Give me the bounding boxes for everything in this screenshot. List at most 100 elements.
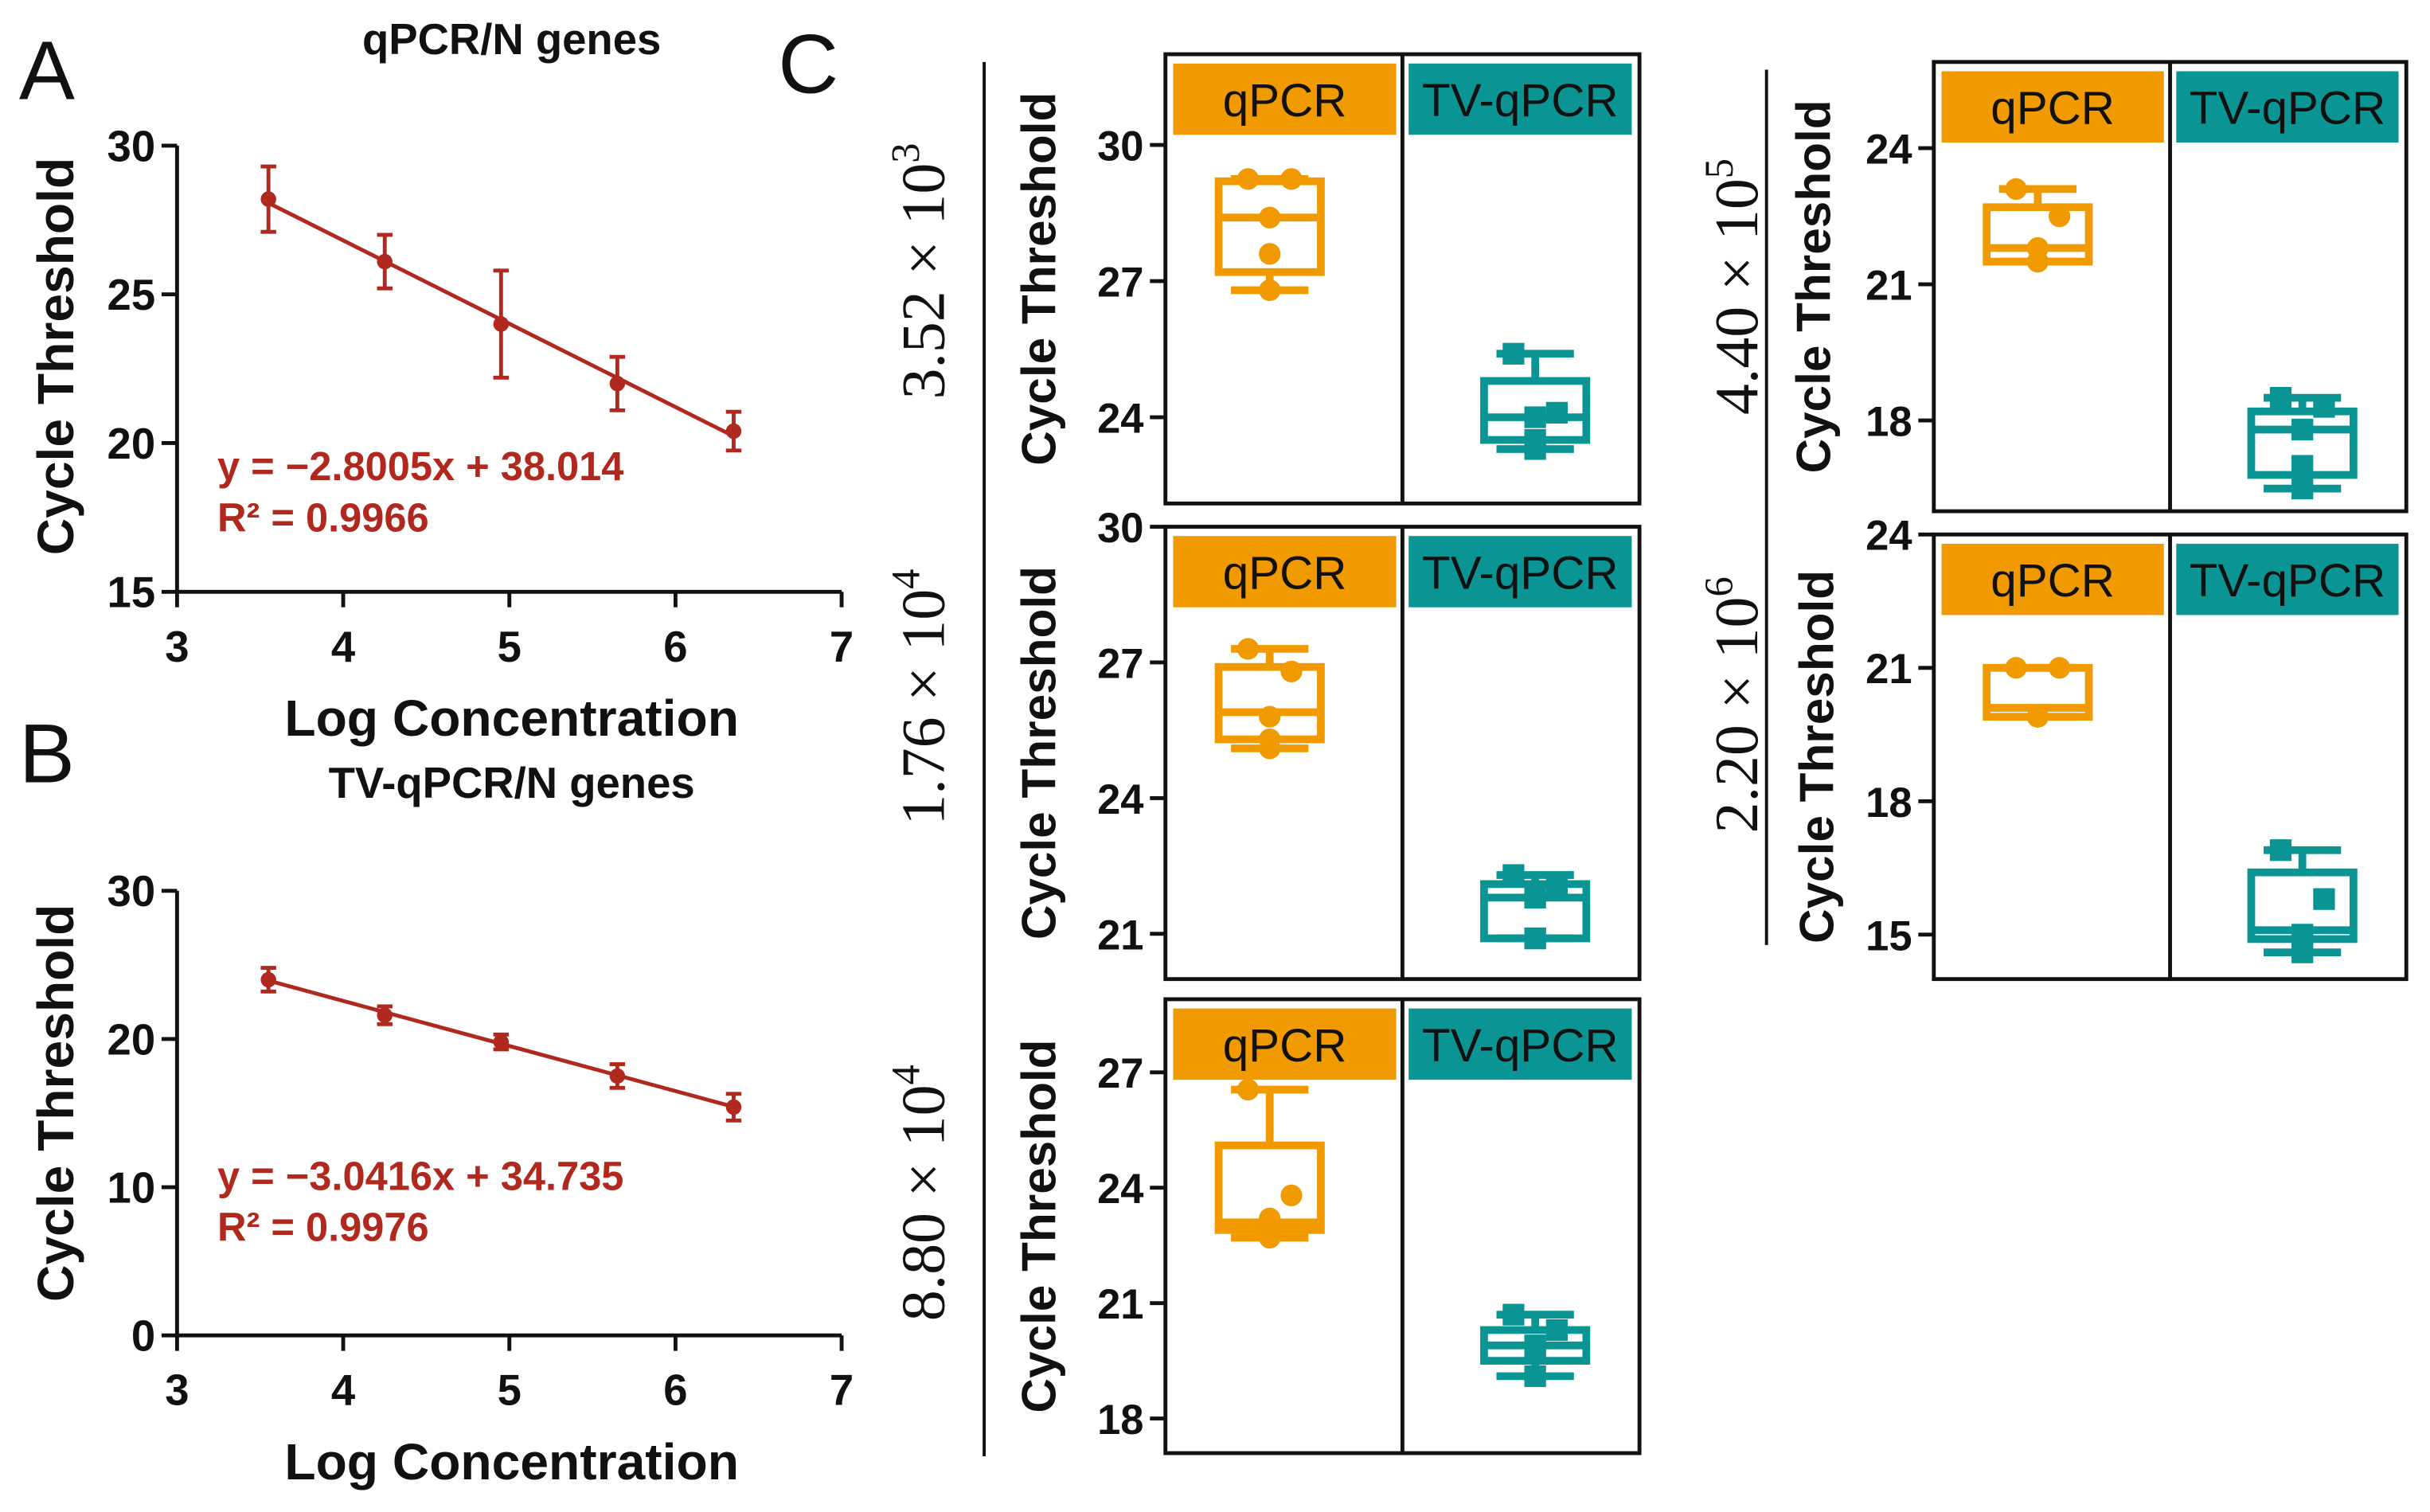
data-point: [1502, 864, 1525, 886]
x-tick-label: 7: [830, 1366, 854, 1415]
data-point: [1259, 705, 1281, 728]
y-tick-label: 24: [1097, 776, 1143, 823]
scatter-plot-1: TV-qPCR/N genes Log Concentration Cycle Th…: [27, 759, 854, 1491]
facet-header-tv-qpcr: [2176, 543, 2399, 615]
data-point: [2291, 455, 2314, 477]
data-point: [2291, 941, 2314, 963]
box-plot-1: 1.76 × 104 Cycle Threshold 21 24 27 30 qPCR TV-…: [883, 505, 1642, 982]
concentration-exponent: 5: [1697, 158, 1741, 178]
y-tick-label: 21: [1865, 263, 1912, 310]
panel-letter-c: C: [778, 18, 838, 111]
y-tick-label: 27: [1097, 640, 1143, 687]
concentration-exponent: 4: [883, 569, 928, 589]
data-point: [1236, 1078, 1260, 1101]
data-point: [1280, 168, 1303, 190]
data-point: [1524, 1338, 1546, 1361]
y-tick-label: 18: [1865, 779, 1912, 826]
facet-header-label: qPCR: [1223, 1020, 1347, 1072]
data-point: [1259, 279, 1281, 302]
data-point: [1545, 1319, 1568, 1342]
concentration-base: 2.20 × 10: [1702, 597, 1771, 834]
x-tick-label: 7: [830, 623, 854, 671]
concentration-label: 2.20 × 106: [1697, 576, 1771, 833]
data-point: [1502, 1303, 1525, 1326]
chart-title: qPCR/N genes: [362, 15, 661, 64]
box-plot-3: 4.40 × 105 Cycle Threshold 18 21 24 qPCR TV-qP…: [1697, 60, 2409, 514]
x-axis-label: Log Concentration: [284, 1433, 739, 1491]
data-point: [1259, 243, 1281, 265]
facet-header-label: qPCR: [1223, 75, 1347, 127]
facet-header-qpcr: [1173, 1008, 1397, 1080]
data-point: [1236, 168, 1260, 190]
data-point: [260, 191, 276, 207]
data-point: [2269, 386, 2292, 409]
facet-header-tv-qpcr: [1408, 63, 1632, 135]
y-axis-label: Cycle Threshold: [1012, 92, 1066, 466]
concentration-base: 1.76 × 10: [889, 589, 958, 826]
data-point: [1280, 660, 1303, 682]
y-tick-label: 25: [107, 271, 156, 319]
x-tick-label: 4: [331, 1366, 355, 1415]
facet-header-qpcr: [1941, 71, 2164, 143]
data-point: [1524, 406, 1546, 428]
data-point: [2313, 888, 2335, 910]
equation-label: y = −2.8005x + 38.014: [217, 443, 623, 489]
data-point: [1259, 1207, 1281, 1229]
data-point: [1524, 438, 1546, 460]
box: [1214, 662, 1325, 744]
data-point: [1259, 1226, 1281, 1249]
data-point: [377, 253, 393, 270]
concentration-base: 3.52 × 10: [889, 163, 958, 400]
concentration-label: 8.80 × 104: [883, 1065, 957, 1321]
data-point: [1236, 638, 1260, 660]
y-tick-label: 30: [1097, 505, 1143, 552]
y-tick-label: 30: [1097, 123, 1143, 170]
box-plot-0: 3.52 × 103 Cycle Threshold 24 27 30 qPCR TV-qP…: [883, 52, 1642, 506]
facet-header-label: TV-qPCR: [2190, 83, 2385, 135]
concentration-label: 1.76 × 104: [883, 569, 957, 826]
data-point: [725, 423, 742, 440]
data-point: [609, 376, 626, 392]
panel-letter-a: A: [19, 25, 75, 118]
y-tick-label: 20: [107, 420, 156, 468]
facet-header-tv-qpcr: [2176, 71, 2399, 143]
concentration-base: 4.40 × 10: [1702, 178, 1771, 415]
y-tick-label: 24: [1097, 396, 1143, 443]
x-tick-label: 6: [663, 1366, 687, 1415]
y-tick-label: 24: [1097, 1166, 1143, 1213]
y-tick-label: 24: [1865, 127, 1912, 174]
y-tick-label: 27: [1097, 260, 1143, 307]
r-squared-label: R² = 0.9976: [217, 1205, 429, 1250]
concentration-base: 8.80 × 10: [889, 1084, 958, 1321]
facet-header-label: qPCR: [1223, 547, 1347, 599]
data-point: [2291, 418, 2314, 441]
concentration-exponent: 3: [883, 143, 928, 162]
chart-title: TV-qPCR/N genes: [329, 759, 695, 807]
x-tick-label: 3: [165, 623, 189, 671]
r-squared-label: R² = 0.9966: [217, 494, 429, 540]
data-point: [2026, 705, 2049, 728]
data-point: [1545, 877, 1568, 900]
data-point: [1259, 737, 1281, 760]
data-point: [1280, 1184, 1303, 1206]
data-point: [2005, 657, 2027, 679]
data-point: [1524, 927, 1546, 950]
panel-letter-b: B: [19, 708, 75, 801]
y-tick-label: 18: [1865, 399, 1912, 446]
data-point: [2005, 178, 2027, 201]
y-tick-label: 30: [107, 867, 156, 916]
facet-header-qpcr: [1173, 63, 1397, 135]
facet-header-label: TV-qPCR: [1422, 547, 1618, 599]
data-point: [2048, 657, 2071, 679]
x-tick-label: 5: [498, 623, 522, 671]
concentration-label: 3.52 × 103: [883, 143, 957, 399]
y-tick-label: 15: [1865, 912, 1912, 959]
data-point: [1502, 342, 1525, 365]
facet-header-qpcr: [1173, 536, 1397, 608]
x-axis-label: Log Concentration: [284, 690, 739, 747]
y-tick-label: 24: [1865, 513, 1912, 560]
concentration-exponent: 6: [1697, 576, 1741, 596]
box: [1214, 177, 1325, 276]
box-plot-2: 8.80 × 104 Cycle Threshold 18 21 24 27 qPCR TV-…: [883, 997, 1642, 1455]
